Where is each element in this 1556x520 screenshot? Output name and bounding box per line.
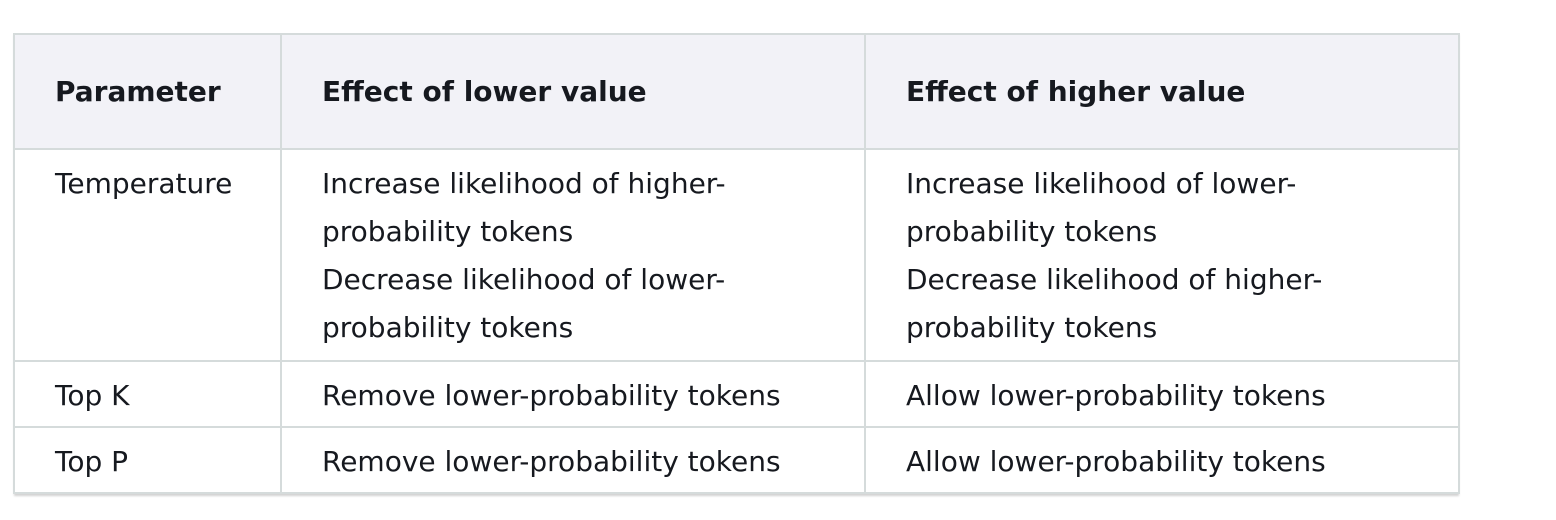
cell-effect-higher: Allow lower-probability tokens xyxy=(864,426,1460,494)
cell-parameter: Top P xyxy=(13,426,282,494)
header-parameter: Parameter xyxy=(13,33,282,150)
cell-text-line: Increase likelihood of lower-probability… xyxy=(906,167,1297,248)
cell-text-line: Decrease likelihood of lower-probability… xyxy=(322,263,726,344)
cell-effect-lower: Remove lower-probability tokens xyxy=(280,360,866,428)
table-row-temperature: Temperature Increase likelihood of highe… xyxy=(13,148,1460,362)
parameters-table: Parameter Effect of lower value Effect o… xyxy=(13,33,1460,494)
cell-text-line: Decrease likelihood of higher-probabilit… xyxy=(906,263,1323,344)
cell-effect-lower: Remove lower-probability tokens xyxy=(280,426,866,494)
cell-effect-higher: Increase likelihood of lower-probability… xyxy=(864,148,1460,362)
header-effect-lower: Effect of lower value xyxy=(280,33,866,150)
parameters-table-container: Parameter Effect of lower value Effect o… xyxy=(13,33,1460,494)
table-header-row: Parameter Effect of lower value Effect o… xyxy=(13,33,1460,150)
cell-effect-lower: Increase likelihood of higher-probabilit… xyxy=(280,148,866,362)
cell-parameter: Top K xyxy=(13,360,282,428)
header-effect-higher: Effect of higher value xyxy=(864,33,1460,150)
cell-parameter: Temperature xyxy=(13,148,282,362)
cell-text-line: Increase likelihood of higher-probabilit… xyxy=(322,167,726,248)
cell-effect-higher: Allow lower-probability tokens xyxy=(864,360,1460,428)
table-row-top-p: Top P Remove lower-probability tokens Al… xyxy=(13,426,1460,494)
table-row-top-k: Top K Remove lower-probability tokens Al… xyxy=(13,360,1460,428)
